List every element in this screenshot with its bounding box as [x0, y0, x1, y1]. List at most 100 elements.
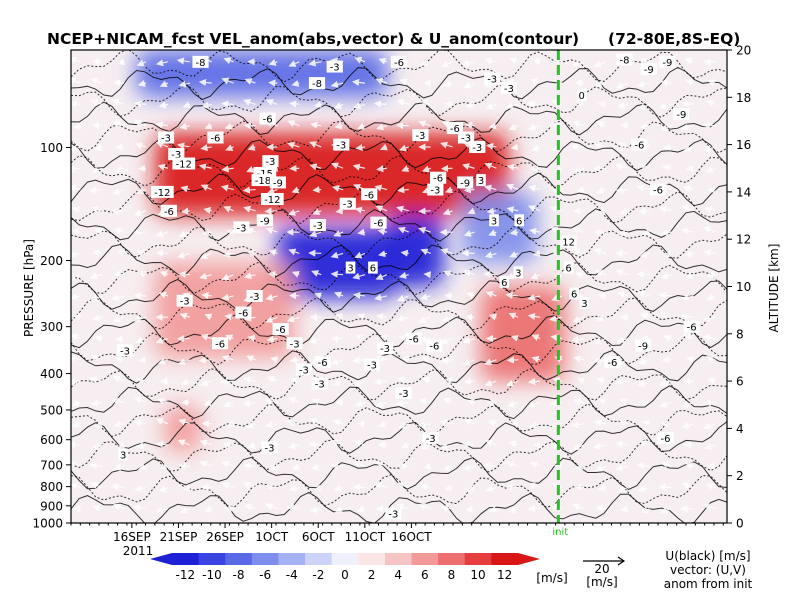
wind-vector	[312, 208, 322, 216]
wind-vector	[684, 250, 694, 258]
wind-vector	[615, 269, 628, 277]
colorbar-swatch	[331, 553, 359, 565]
wind-vector	[291, 271, 300, 278]
wind-vector	[136, 59, 147, 67]
wind-vector	[640, 506, 650, 514]
wind-vector	[288, 208, 300, 216]
anomaly-region-negative	[387, 215, 444, 287]
contour-label: -3	[299, 365, 309, 376]
legend-note-line3: anom from init	[664, 577, 753, 591]
left-axis-tick-label: 1000	[32, 517, 63, 531]
wind-vector	[618, 419, 628, 427]
wind-vector	[505, 379, 519, 387]
contour-label: 3	[347, 264, 353, 275]
wind-vector	[178, 230, 191, 238]
wind-vector	[220, 184, 234, 192]
contour-label-box	[569, 287, 579, 300]
wind-vector	[312, 186, 322, 194]
wind-vector	[506, 206, 519, 214]
wind-vector	[637, 290, 650, 298]
wind-vector	[399, 78, 409, 86]
wind-vector	[484, 184, 497, 192]
contour-label-box	[211, 337, 229, 350]
wind-vector	[287, 120, 300, 127]
contour-label: 3	[120, 450, 126, 461]
wind-vector	[112, 270, 125, 278]
wind-vector	[352, 356, 366, 364]
wind-vector	[506, 400, 519, 408]
wind-vector	[397, 226, 410, 234]
wind-vector	[178, 80, 190, 88]
wind-vector	[356, 505, 366, 513]
wind-vector	[286, 315, 300, 323]
contour-line	[71, 332, 727, 366]
contour-label: -3	[315, 379, 325, 390]
wind-vector	[270, 356, 279, 364]
wind-vector	[508, 506, 519, 514]
contour-label-box	[476, 174, 486, 187]
wind-vector	[246, 355, 256, 362]
wind-vector	[486, 207, 497, 215]
wind-vector	[265, 227, 278, 234]
colorbar-tick-label: -10	[202, 568, 222, 582]
wind-vector	[572, 248, 585, 255]
wind-vectors	[71, 56, 716, 514]
init-marker-label: init	[552, 527, 568, 538]
wind-vector	[180, 378, 191, 386]
left-axis: 100 200 300 400 500 600 700 800 900 1000	[32, 141, 71, 531]
contour-label-box	[426, 339, 443, 352]
contour-label: -3	[180, 297, 190, 308]
colorbar-unit: [m/s]	[536, 571, 567, 585]
contour-label: -6	[634, 141, 644, 152]
wind-vector	[114, 355, 125, 363]
wind-vector	[705, 166, 716, 173]
contour-label-box	[635, 339, 652, 352]
wind-vector	[596, 376, 607, 384]
contour-label: -3	[461, 134, 471, 145]
wind-vector	[138, 270, 147, 278]
contour-label: -8	[620, 55, 630, 66]
wind-vector	[617, 101, 628, 109]
wind-vector	[353, 483, 366, 491]
wind-vector	[159, 80, 169, 88]
wind-vector	[464, 505, 475, 513]
wind-vector	[115, 165, 125, 173]
contour-label: -6	[429, 342, 439, 353]
wind-vector	[418, 503, 431, 510]
wind-vector	[527, 482, 541, 489]
wind-vector	[702, 121, 716, 130]
wind-vector	[592, 442, 606, 450]
wind-vector	[463, 377, 475, 385]
wind-vector	[443, 463, 453, 471]
wind-vector	[159, 463, 169, 471]
wind-vector	[420, 99, 431, 107]
left-axis-tick-label: 400	[40, 367, 63, 381]
wind-vector	[355, 143, 366, 151]
wind-vector	[179, 122, 190, 130]
wind-vector	[527, 293, 541, 301]
wind-vector	[423, 271, 432, 279]
wind-vector	[703, 226, 716, 234]
wind-vector	[333, 484, 344, 492]
wind-vector	[92, 314, 103, 322]
wind-vector	[422, 376, 431, 384]
wind-vector	[484, 57, 497, 65]
contour-label: -6	[653, 186, 663, 197]
contour-label: -3	[504, 84, 514, 95]
wind-vector	[225, 334, 234, 342]
wind-vector	[92, 249, 103, 257]
contour-label-box	[333, 138, 350, 151]
wind-vector	[313, 100, 322, 108]
wind-vector	[508, 123, 519, 131]
wind-vector	[335, 207, 344, 215]
wind-vector	[703, 249, 716, 257]
contour-label-box	[168, 148, 185, 161]
contour-label: -6	[394, 58, 404, 69]
wind-vector	[637, 103, 650, 110]
wind-vector	[662, 143, 672, 151]
wind-vector	[509, 57, 519, 65]
contour-label: -6	[433, 174, 443, 185]
wind-vector	[636, 184, 650, 192]
wind-vector	[133, 209, 147, 217]
wind-vector	[112, 375, 125, 383]
